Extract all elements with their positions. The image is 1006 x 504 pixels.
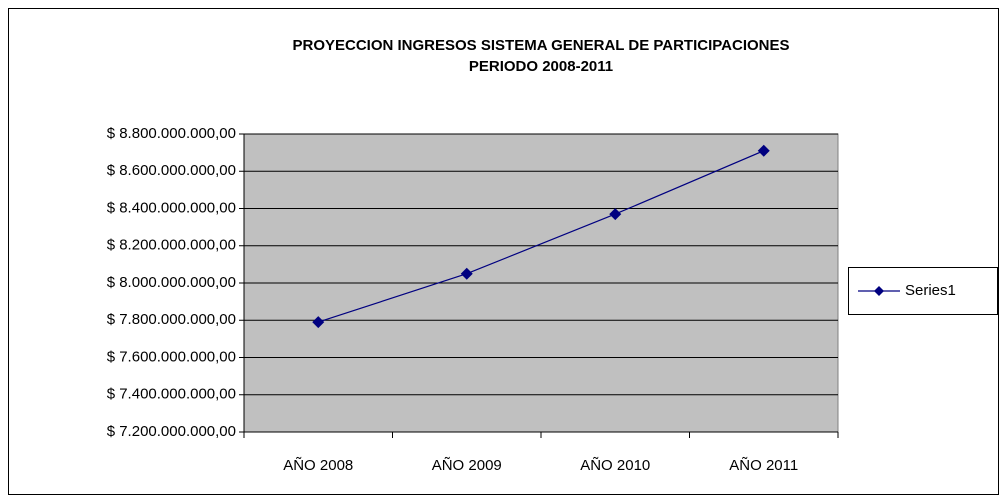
y-tick-label: $ 7.400.000.000,00 <box>107 386 236 403</box>
chart-title: PERIODO 2008-2011 <box>469 58 613 75</box>
marker <box>757 144 770 157</box>
x-tick-label: AÑO 2010 <box>580 457 650 474</box>
y-tick-label: $ 8.800.000.000,00 <box>107 125 236 142</box>
y-tick-label: $ 7.200.000.000,00 <box>107 423 236 440</box>
marker <box>312 316 325 329</box>
legend-label: Series1 <box>905 282 956 299</box>
marker <box>460 267 473 280</box>
y-tick-label: $ 7.800.000.000,00 <box>107 311 236 328</box>
x-tick-label: AÑO 2009 <box>432 457 502 474</box>
x-tick-label: AÑO 2011 <box>729 457 798 474</box>
y-tick-label: $ 8.200.000.000,00 <box>107 237 236 254</box>
y-tick-label: $ 8.600.000.000,00 <box>107 162 236 179</box>
y-tick-label: $ 8.000.000.000,00 <box>107 274 236 291</box>
y-tick-label: $ 7.600.000.000,00 <box>107 348 236 365</box>
marker <box>609 208 622 221</box>
x-tick-label: AÑO 2008 <box>283 457 353 474</box>
series-line <box>318 150 764 323</box>
y-tick-label: $ 8.400.000.000,00 <box>107 199 236 216</box>
legend-marker <box>874 286 884 296</box>
chart-title: PROYECCION INGRESOS SISTEMA GENERAL DE P… <box>292 37 789 54</box>
